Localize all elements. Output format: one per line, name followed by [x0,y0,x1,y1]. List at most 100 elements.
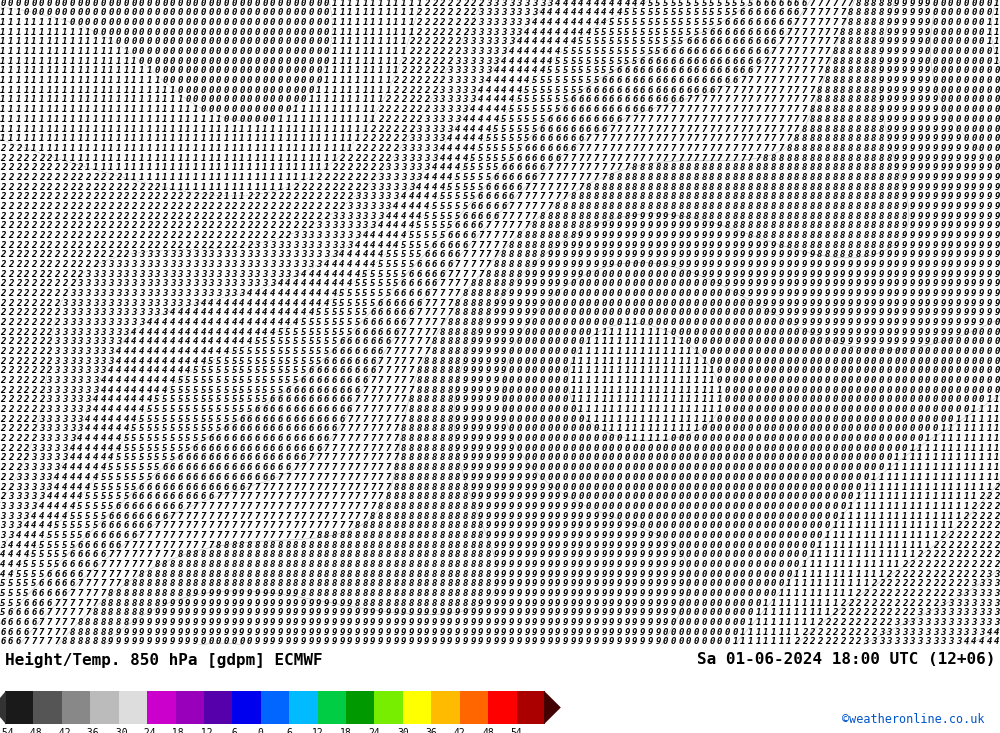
Text: 3: 3 [147,250,152,259]
Text: 3: 3 [8,531,13,540]
Text: 3: 3 [39,454,44,463]
Text: 8: 8 [470,309,476,317]
Text: 8: 8 [393,512,399,520]
Text: 9: 9 [910,250,915,259]
Text: 0: 0 [732,405,738,414]
Text: 2: 2 [39,153,44,163]
Text: 9: 9 [994,289,1000,298]
Text: 6: 6 [532,153,537,163]
Text: 1: 1 [339,144,345,153]
Text: 6: 6 [609,86,614,95]
Text: 6: 6 [362,318,368,327]
Text: 0: 0 [771,502,776,511]
Text: 2: 2 [262,231,268,240]
Text: 1: 1 [316,86,322,95]
Text: 9: 9 [840,337,846,347]
Text: 7: 7 [278,482,283,492]
Text: 8: 8 [285,550,291,559]
Text: 5: 5 [247,366,252,375]
Text: 1: 1 [963,463,969,472]
Text: 0: 0 [794,482,799,492]
Text: 8: 8 [671,192,676,202]
Text: 1: 1 [231,144,237,153]
Text: 9: 9 [856,328,861,336]
Text: 2: 2 [910,599,915,608]
Text: 3: 3 [987,599,992,608]
Text: 9: 9 [879,105,884,114]
Text: 7: 7 [378,492,383,501]
Text: 0: 0 [255,67,260,75]
Text: 2: 2 [971,540,977,550]
Text: 4: 4 [208,318,214,327]
Text: 1: 1 [686,415,691,424]
Text: 8: 8 [455,309,460,317]
Text: 7: 7 [393,366,399,375]
Text: 2: 2 [178,240,183,250]
Text: 4: 4 [31,531,37,540]
Text: 2: 2 [8,395,13,405]
Text: 3: 3 [355,202,360,211]
Text: 7: 7 [809,95,815,105]
Text: 4: 4 [231,318,237,327]
Text: 3: 3 [185,298,191,308]
Text: 3: 3 [100,270,106,279]
Text: 2: 2 [8,482,13,492]
Text: 0: 0 [786,512,792,520]
Text: 2: 2 [378,153,383,163]
Text: 4: 4 [23,531,29,540]
Text: 0: 0 [709,434,715,443]
Text: 0: 0 [601,482,607,492]
Text: 3: 3 [455,76,460,85]
Text: 1: 1 [694,376,699,385]
Text: 6: 6 [632,86,638,95]
Text: 7: 7 [309,512,314,520]
Text: 1: 1 [31,95,37,105]
Text: 9: 9 [586,550,591,559]
Text: 1: 1 [886,482,892,492]
Text: 9: 9 [671,540,676,550]
Text: 7: 7 [108,570,114,578]
Text: 6: 6 [447,240,453,250]
Text: 9: 9 [224,599,229,608]
Text: 9: 9 [609,579,614,589]
Text: 2: 2 [23,366,29,375]
Text: 6: 6 [70,550,75,559]
Text: 1: 1 [70,47,75,56]
Text: 0: 0 [809,521,815,530]
Text: 0: 0 [709,579,715,589]
Text: 4: 4 [362,231,368,240]
Text: 8: 8 [355,570,360,578]
Text: 0: 0 [863,405,869,414]
Text: 8: 8 [825,86,830,95]
Text: 8: 8 [478,570,483,578]
Text: 4: 4 [293,309,298,317]
Text: 3: 3 [524,0,530,8]
Text: 3: 3 [424,134,429,143]
Text: 5: 5 [732,0,738,8]
Text: 8: 8 [370,560,376,569]
Text: 8: 8 [324,540,329,550]
Text: 3: 3 [971,579,977,589]
Text: 2: 2 [0,366,6,375]
Text: 8: 8 [347,589,352,598]
Text: 0: 0 [956,37,961,46]
Text: 3: 3 [517,28,522,37]
Text: 9: 9 [470,434,476,443]
Text: 0: 0 [871,463,876,472]
Text: 4: 4 [278,298,283,308]
Text: 2: 2 [31,424,37,433]
Text: 0: 0 [917,415,923,424]
Text: 9: 9 [994,260,1000,269]
Text: 1: 1 [324,125,329,133]
Text: 6: 6 [339,386,345,395]
Text: 0: 0 [825,366,830,375]
Text: 0: 0 [979,95,984,105]
Text: 9: 9 [624,540,630,550]
Text: 9: 9 [678,589,684,598]
Text: 7: 7 [362,434,368,443]
Text: 0: 0 [632,298,638,308]
Text: 6: 6 [709,86,715,95]
Text: 1: 1 [655,366,661,375]
Text: 1: 1 [910,443,915,453]
Text: 5: 5 [678,18,684,27]
